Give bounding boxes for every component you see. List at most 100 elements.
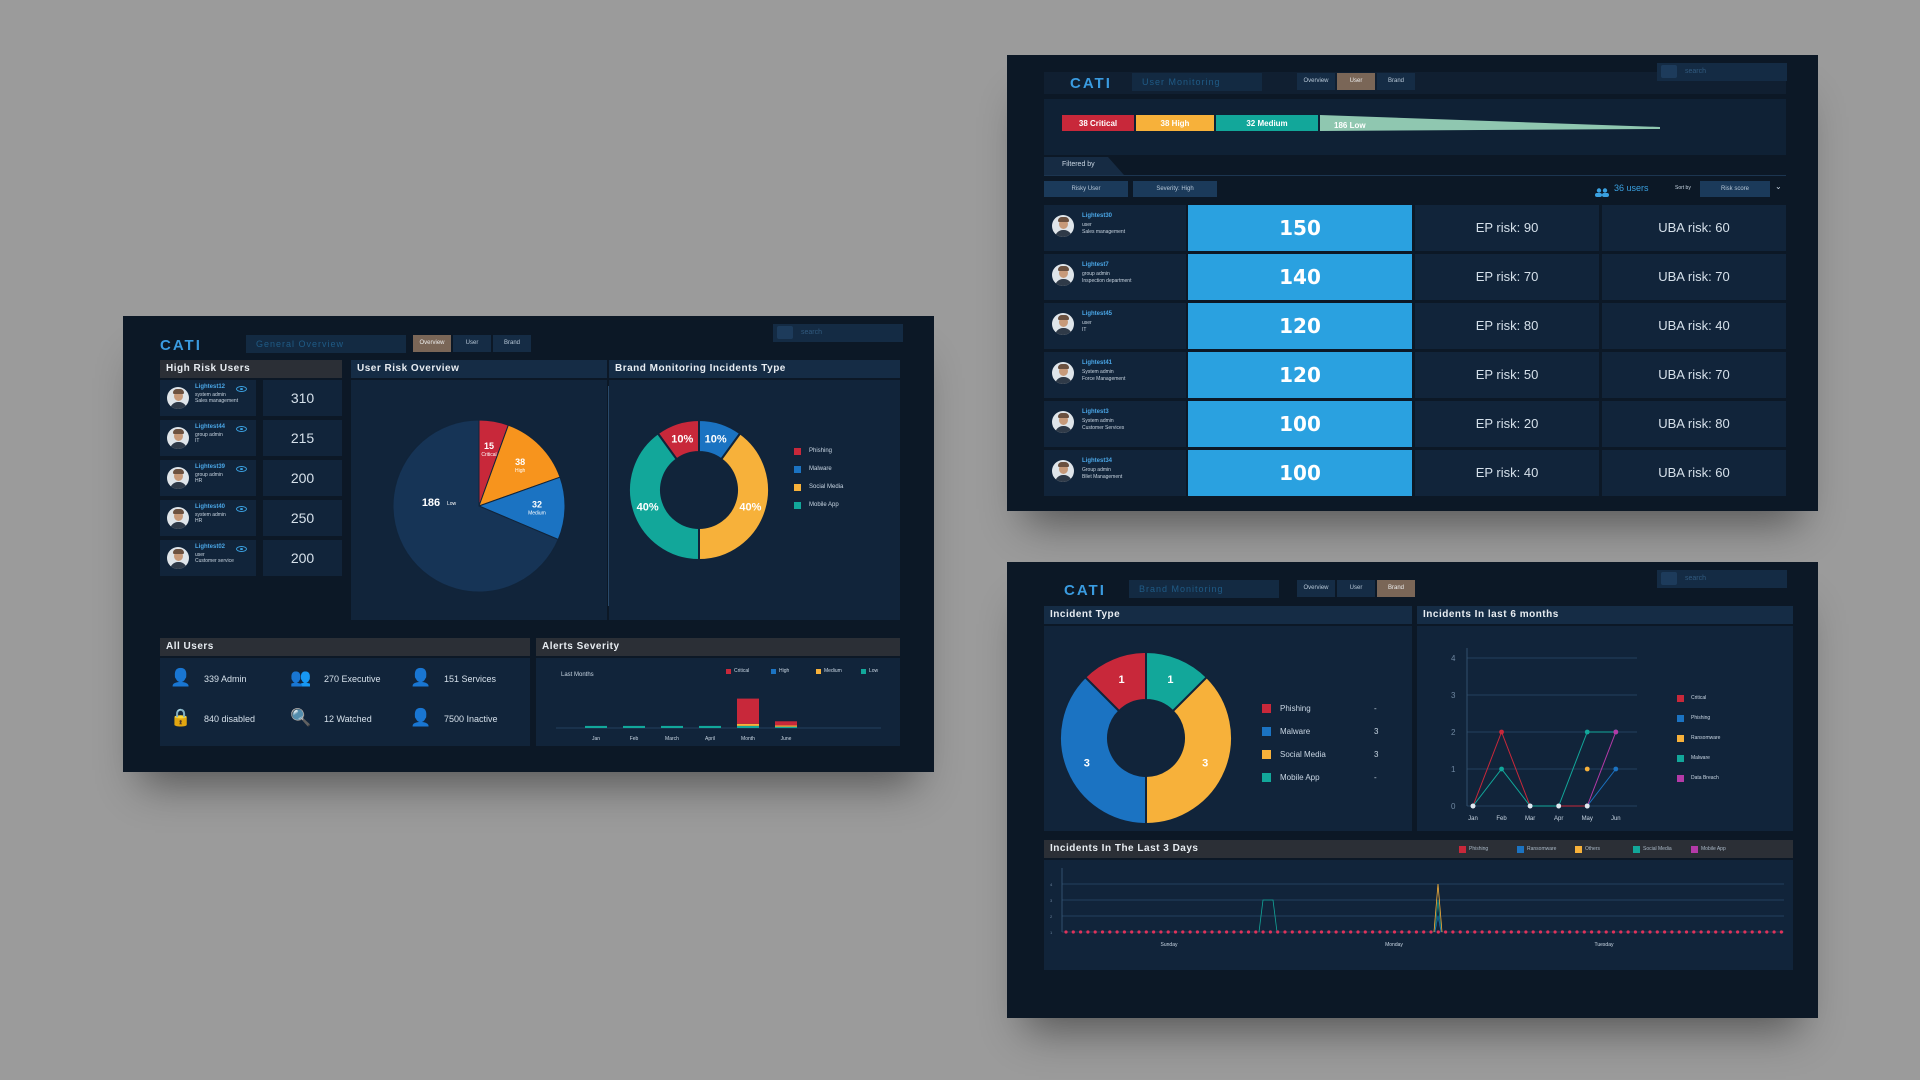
- data-point: [1619, 930, 1623, 934]
- tab-overview[interactable]: Overview: [1297, 73, 1335, 90]
- user-name: Lightest40: [195, 504, 226, 510]
- avatar-head: [1059, 366, 1068, 376]
- data-point: [1517, 930, 1521, 934]
- data-point: [1298, 930, 1302, 934]
- x-tick-label: Jan: [1468, 816, 1478, 822]
- data-point: [1115, 930, 1119, 934]
- pie-slice: [477, 476, 566, 541]
- tab-user[interactable]: User: [1337, 580, 1375, 597]
- legend-swatch: [1262, 773, 1271, 782]
- tab-overview[interactable]: Overview: [1297, 580, 1335, 597]
- tab-brand[interactable]: Brand: [1377, 580, 1415, 597]
- data-point: [1527, 803, 1533, 809]
- eye-icon[interactable]: [236, 466, 247, 472]
- data-point: [1181, 930, 1185, 934]
- slice-value-label: 32: [532, 500, 542, 510]
- risk-score-cell: 140: [1188, 254, 1412, 300]
- avatar-head: [174, 391, 183, 401]
- avatar-body: [1055, 230, 1072, 237]
- tab-brand[interactable]: Brand: [493, 335, 531, 352]
- tab-user[interactable]: User: [453, 335, 491, 352]
- bar-segment: [699, 725, 721, 728]
- data-point: [1100, 930, 1105, 934]
- eye-icon[interactable]: [236, 426, 247, 432]
- search-input[interactable]: search: [773, 324, 903, 342]
- avatar-body: [170, 442, 187, 449]
- data-point: [1137, 930, 1141, 934]
- legend-swatch: [794, 502, 801, 509]
- user-department: Force Management: [1082, 376, 1126, 382]
- app-logo[interactable]: CATI: [160, 337, 202, 354]
- y-tick-label: 2: [1451, 728, 1456, 737]
- user-risk-score: 200: [263, 540, 342, 576]
- data-point: [1232, 930, 1236, 934]
- slice-value-label: 1: [1118, 674, 1124, 686]
- eye-icon[interactable]: [236, 546, 247, 552]
- app-logo[interactable]: CATI: [1070, 75, 1112, 92]
- donut-slice: [698, 431, 770, 562]
- user-department: HR: [195, 518, 203, 524]
- data-point: [1071, 930, 1075, 934]
- data-point: [1086, 930, 1090, 934]
- user-monitoring-panel: CATI User Monitoring Overview User Brand…: [1007, 55, 1818, 511]
- data-point: [1502, 930, 1506, 934]
- user-role: group admin: [195, 432, 223, 438]
- avatar-hair: [1058, 315, 1069, 320]
- data-point: [1122, 930, 1126, 934]
- data-point: [1728, 930, 1732, 934]
- avatar-body: [170, 522, 187, 529]
- alerts-severity-title: Alerts Severity: [536, 638, 900, 656]
- filter-chip-risky-user[interactable]: Risky User: [1044, 181, 1128, 197]
- data-point: [1613, 729, 1619, 735]
- avatar-hair: [1058, 462, 1069, 467]
- sort-select[interactable]: Risk score: [1700, 181, 1770, 197]
- chevron-down-icon[interactable]: ⌄: [1775, 182, 1782, 191]
- series-line: [1472, 731, 1616, 807]
- user-avatar: [1052, 411, 1074, 433]
- severity-label: 32 Medium: [1246, 119, 1287, 128]
- data-point: [1531, 930, 1535, 934]
- alerts-severity-bar-chart: Jan Feb March April Month June: [556, 698, 881, 742]
- search-input[interactable]: search: [1657, 570, 1787, 588]
- filter-line: [1044, 175, 1786, 176]
- data-point: [1465, 930, 1470, 934]
- tab-overview[interactable]: Overview: [413, 335, 451, 352]
- data-point: [1371, 930, 1375, 934]
- search-input[interactable]: search: [1657, 63, 1787, 81]
- avatar-head: [174, 551, 183, 561]
- eye-icon[interactable]: [236, 506, 247, 512]
- user-stat-text: 339 Admin: [204, 674, 247, 684]
- severity-label: 186 Low: [1334, 121, 1366, 130]
- legend-label: Mobile App: [809, 502, 839, 508]
- data-point: [1677, 930, 1681, 934]
- pie-slice: [478, 424, 561, 507]
- data-point: [1064, 930, 1068, 934]
- data-point: [1422, 930, 1426, 934]
- data-point: [1568, 930, 1572, 934]
- avatar-hair: [173, 429, 184, 434]
- avatar-head: [1059, 317, 1068, 327]
- uba-risk-cell: UBA risk: 60: [1602, 205, 1786, 251]
- tab-brand[interactable]: Brand: [1377, 73, 1415, 90]
- app-logo[interactable]: CATI: [1064, 582, 1106, 599]
- avatar-head: [1059, 464, 1068, 474]
- severity-segment: [1216, 115, 1318, 131]
- tab-user[interactable]: User: [1337, 73, 1375, 90]
- uba-risk-cell: UBA risk: 60: [1602, 450, 1786, 496]
- avatar-head: [174, 511, 183, 521]
- eye-icon[interactable]: [236, 386, 247, 392]
- data-point: [1188, 930, 1192, 934]
- user-role: group admin: [195, 472, 223, 478]
- filter-chip-severity[interactable]: Severity: High: [1133, 181, 1217, 197]
- avatar-head: [174, 431, 183, 441]
- data-point: [1721, 930, 1725, 934]
- chart-divider: [608, 386, 609, 606]
- bar-segment: [585, 725, 607, 728]
- services-user-icon: 👤: [410, 668, 432, 687]
- nav-tabs: Overview User Brand: [1297, 580, 1415, 597]
- data-point: [1217, 930, 1221, 934]
- severity-label: 38 High: [1161, 119, 1190, 128]
- user-department: IT: [195, 438, 200, 444]
- x-tick-label: June: [781, 736, 792, 742]
- legend-label: Low: [869, 668, 879, 674]
